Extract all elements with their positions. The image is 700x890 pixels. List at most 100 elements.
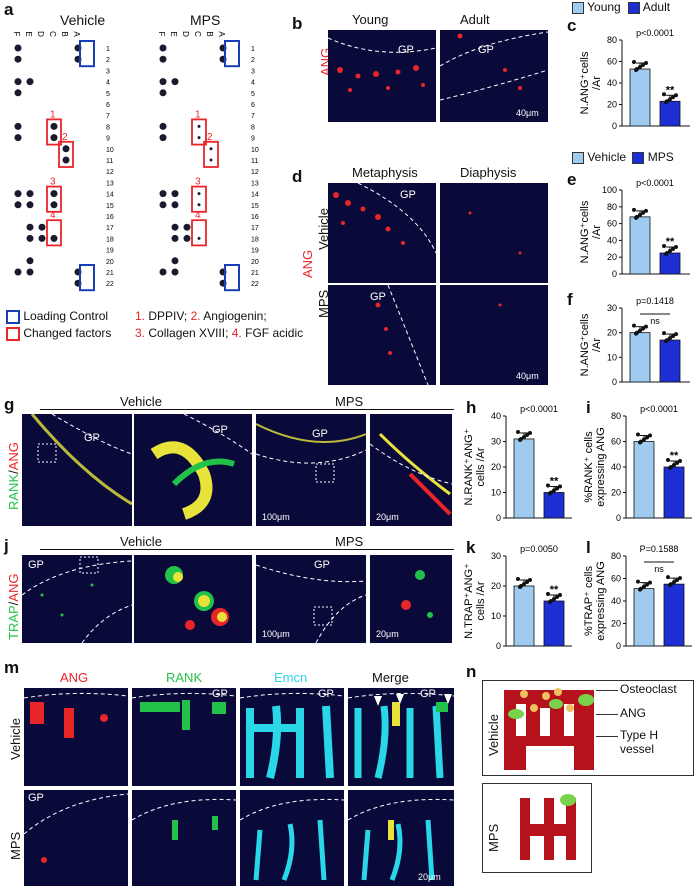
y-axis-label: N.ANG⁺cells/Ar bbox=[579, 313, 603, 376]
mps-bracket bbox=[264, 409, 454, 410]
column-letter: B bbox=[205, 31, 214, 36]
bar-mps bbox=[543, 492, 565, 519]
data-point bbox=[668, 97, 672, 102]
blot-spot bbox=[159, 122, 167, 130]
data-point bbox=[552, 488, 556, 493]
data-point bbox=[668, 336, 672, 341]
panel-j-vehicle-zoom-image bbox=[134, 555, 252, 643]
row-number: 7 bbox=[251, 113, 255, 120]
column-letter: A bbox=[217, 31, 226, 37]
changed-factor-box bbox=[191, 219, 207, 247]
gp-label: GP bbox=[84, 432, 100, 444]
column-letter: A bbox=[72, 31, 81, 37]
scale-bar-label: 40μm bbox=[516, 108, 539, 118]
y-tick-label: 0 bbox=[616, 641, 621, 651]
loading-control-box bbox=[79, 264, 95, 292]
bar-adult bbox=[659, 100, 681, 127]
panel-g-mps-zoom-image: 20μm bbox=[370, 414, 452, 526]
blot-spot bbox=[62, 156, 70, 164]
bar-vehicle bbox=[629, 216, 651, 275]
panel-d-label: d bbox=[292, 167, 303, 186]
data-point bbox=[671, 334, 675, 339]
data-point bbox=[662, 92, 666, 97]
row-number: 4 bbox=[106, 80, 110, 87]
data-point bbox=[632, 60, 636, 65]
y-tick-label: 10 bbox=[491, 611, 501, 621]
panel-b-adult-image: GP 40μm bbox=[440, 30, 548, 122]
bar-mps bbox=[663, 466, 685, 519]
column-letter: D bbox=[36, 31, 45, 37]
row-number: 17 bbox=[106, 225, 114, 232]
data-point bbox=[528, 430, 532, 435]
data-point bbox=[674, 93, 678, 98]
y-tick-label: 60 bbox=[607, 57, 617, 67]
blot-spot bbox=[209, 147, 213, 151]
panel-j-stain-label: TRAP/ANG bbox=[6, 573, 21, 640]
bar-vehicle bbox=[629, 332, 651, 383]
row-number: 15 bbox=[251, 203, 259, 210]
row-number: 2 bbox=[251, 57, 255, 64]
bar-mps bbox=[543, 600, 565, 647]
y-axis-label: %TRAP⁺ cellsexpressing ANG bbox=[583, 561, 607, 640]
chart-f: N.ANG⁺cells/Ar 0 10 20 30 p=0.1418 ns bbox=[579, 296, 690, 387]
changed-factors-label: Changed factors bbox=[23, 326, 112, 340]
row-number: 11 bbox=[251, 158, 258, 165]
panel-d-diaphysis-title: Diaphysis bbox=[460, 165, 517, 180]
row-number: 18 bbox=[251, 236, 259, 243]
legend-adult-swatch bbox=[628, 1, 641, 14]
legend-young-label: Young bbox=[587, 0, 621, 14]
data-point bbox=[662, 331, 666, 336]
panel-m-mps-label: MPS bbox=[8, 831, 23, 860]
type-h-vessel-mps-diagram bbox=[520, 794, 576, 860]
column-letter: E bbox=[24, 31, 33, 36]
bar-mps bbox=[659, 339, 681, 383]
data-point bbox=[675, 461, 679, 465]
y-tick-label: 0 bbox=[612, 269, 617, 279]
y-axis-label: %RANK⁺ cellsexpressing ANG bbox=[583, 427, 607, 506]
chart-e: N.ANG⁺cells/Ar 0 20 40 60 80 100 p<0.0001 ** bbox=[579, 178, 690, 279]
blot-spot bbox=[26, 190, 34, 198]
significance-mark: ** bbox=[550, 476, 559, 488]
blot-spot bbox=[14, 268, 22, 276]
y-tick-label: 0 bbox=[612, 121, 617, 131]
panel-m-vehicle-ang-image bbox=[24, 688, 128, 786]
row-number: 19 bbox=[106, 248, 114, 255]
blot-spot bbox=[50, 190, 58, 198]
blot-spot bbox=[14, 44, 22, 52]
legend-vehicle-label: Vehicle bbox=[587, 150, 627, 164]
blot-spot bbox=[50, 134, 58, 142]
panel-m-vehicle-label: Vehicle bbox=[8, 718, 23, 760]
panel-a-legend: Loading Control Changed factors bbox=[6, 308, 111, 342]
panel-h-label: h bbox=[466, 398, 477, 417]
row-number: 14 bbox=[106, 192, 114, 199]
row-number: 10 bbox=[251, 147, 259, 154]
p-value: p<0.0001 bbox=[636, 178, 674, 188]
panel-g-stain-label: RANK/ANG bbox=[6, 442, 21, 510]
legend-mps-label: MPS bbox=[647, 150, 674, 164]
blot-spot bbox=[62, 145, 70, 153]
loading-control-box bbox=[224, 264, 240, 292]
panel-d-metaphysis-title: Metaphysis bbox=[352, 165, 418, 180]
row-number: 20 bbox=[251, 259, 259, 266]
data-point bbox=[642, 584, 646, 589]
y-tick-label: 40 bbox=[607, 235, 617, 245]
type-h-vessel-vehicle-diagram bbox=[504, 688, 594, 770]
data-point bbox=[636, 432, 640, 437]
blot-spot bbox=[14, 55, 22, 63]
changed-factor-number: 4 bbox=[50, 210, 56, 221]
dot-blot-arrays: F E D C B A1234567891011121314151617181920212… bbox=[12, 31, 259, 292]
changed-factor-box bbox=[203, 140, 219, 168]
blot-spot bbox=[159, 78, 167, 86]
data-point bbox=[664, 100, 668, 105]
data-point bbox=[638, 212, 642, 217]
data-point bbox=[641, 326, 645, 331]
blot-spot bbox=[171, 268, 179, 276]
blot-spot bbox=[50, 234, 58, 242]
row-number: 2 bbox=[106, 57, 110, 64]
column-letter: F bbox=[12, 32, 21, 37]
data-point bbox=[672, 580, 676, 585]
y-tick-label: 80 bbox=[611, 551, 621, 561]
row-number: 22 bbox=[106, 281, 114, 288]
panel-b-young-title: Young bbox=[352, 12, 389, 27]
scale-bar-label: 100μm bbox=[262, 629, 290, 639]
